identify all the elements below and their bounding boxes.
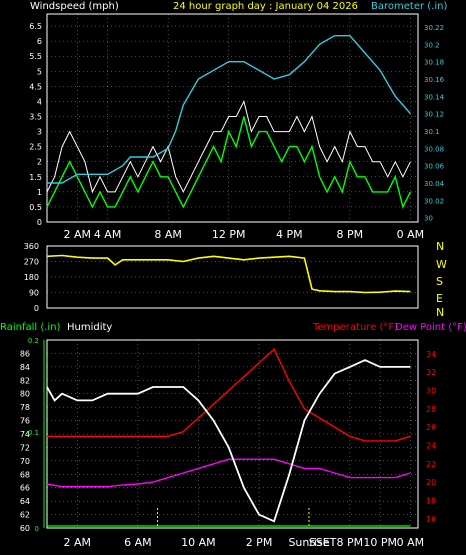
humidity-x-tick-label: 2 AM — [64, 536, 92, 549]
wind-y-tick-label: 5.5 — [29, 52, 42, 61]
humidity-x-tick-label: 8 PM — [337, 536, 364, 549]
humidity-y-tick-label: 86 — [20, 349, 30, 358]
wind-y-tick-label: 0 — [37, 218, 42, 227]
baro-y-tick-label: 30.08 — [424, 145, 444, 153]
humidity-y-tick-label: 64 — [20, 497, 30, 506]
temperature-y-tick-label: 28 — [426, 405, 436, 414]
baro-y-tick-label: 30.1 — [424, 128, 440, 136]
humidity-y-tick-label: 60 — [20, 524, 30, 533]
humidity-y-tick-label: 68 — [20, 470, 30, 479]
wind-y-tick-label: 1 — [37, 188, 42, 197]
rain-y-tick-label: 0 — [35, 525, 39, 533]
wind-x-tick-label: 8 PM — [337, 228, 364, 241]
humidity-x-tick-label: 10 PM — [363, 536, 397, 549]
humidity-x-tick-label: 0 AM — [397, 536, 425, 549]
barometer-line — [47, 35, 411, 184]
humidity-y-tick-label: 72 — [20, 443, 30, 452]
chart-title: 24 hour graph day : January 04 2026 — [173, 1, 358, 12]
wind-y-tick-label: 3.5 — [29, 112, 42, 121]
baro-y-tick-label: 30.12 — [424, 111, 444, 119]
baro-y-tick-label: 30.2 — [424, 41, 440, 49]
baro-y-tick-label: 30.16 — [424, 76, 445, 84]
direction-line — [46, 254, 411, 294]
rainfall-axis-title: Rainfall (.in) — [0, 322, 61, 333]
baro-y-tick-label: 30.04 — [424, 180, 445, 188]
direction-y-tick-label: 0 — [34, 304, 39, 313]
compass-e: E — [436, 292, 443, 305]
temperature-y-tick-label: 16 — [426, 515, 436, 524]
humidity-y-tick-label: 84 — [20, 363, 30, 372]
humidity-y-tick-label: 62 — [20, 511, 30, 520]
gust-line — [46, 116, 412, 209]
baro-y-tick-label: 30 — [424, 215, 433, 223]
direction-y-tick-label: 270 — [24, 258, 39, 267]
baro-y-tick-label: 30.14 — [424, 93, 445, 101]
compass-w: W — [436, 258, 447, 271]
humidity-line — [46, 359, 411, 523]
humidity-axis-title: Humidity — [67, 322, 112, 333]
wind-y-tick-label: 4 — [37, 97, 42, 106]
temperature-y-tick-label: 24 — [426, 441, 436, 450]
humidity-y-tick-label: 80 — [20, 390, 30, 399]
temperature-y-tick-label: 22 — [426, 460, 436, 469]
wind-y-tick-label: 2.5 — [29, 143, 42, 152]
wind-y-tick-label: 2 — [37, 158, 42, 167]
compass-s: S — [436, 275, 443, 288]
humidity-x-tick-label: 10 AM — [181, 536, 216, 549]
humidity-y-tick-label: 76 — [20, 417, 30, 426]
windspeed-axis-title: Windspeed (mph) — [30, 1, 119, 12]
rain-y-tick-label: 0.2 — [28, 337, 39, 345]
baro-y-tick-label: 30.18 — [424, 59, 444, 67]
temperature-y-tick-label: 18 — [426, 496, 436, 505]
wind-plot-frame — [46, 13, 419, 223]
wind-y-tick-label: 6.5 — [29, 22, 42, 31]
temperature-y-tick-label: 32 — [426, 368, 436, 377]
wind-x-tick-label: 0 AM — [397, 228, 425, 241]
temperature-y-tick-label: 34 — [426, 350, 436, 359]
dewpoint-axis-title: Dew Point (°F) — [395, 322, 466, 333]
wind-y-tick-label: 3 — [37, 128, 42, 137]
direction-y-tick-label: 360 — [24, 242, 39, 251]
temperature-y-tick-label: 26 — [426, 423, 436, 432]
wind-x-tick-label: 12 PM — [212, 228, 246, 241]
wind-y-tick-label: 0.5 — [29, 203, 42, 212]
temperature-y-tick-label: 30 — [426, 386, 436, 395]
humidity-x-tick-label: Sunrise — [288, 536, 329, 549]
wind-y-tick-label: 5 — [37, 67, 42, 76]
wind-x-tick-label: 4 PM — [276, 228, 303, 241]
wind-x-tick-label: 4 AM — [94, 228, 122, 241]
direction-y-tick-label: 90 — [29, 289, 39, 298]
wind-y-tick-label: 1.5 — [29, 173, 42, 182]
wind-x-tick-label: 2 AM — [64, 228, 92, 241]
humidity-x-tick-label: 2 PM — [246, 536, 273, 549]
windspeed-line — [46, 99, 411, 194]
dewpoint-line — [46, 458, 411, 488]
temperature-line — [47, 348, 411, 442]
humidity-y-tick-label: 66 — [20, 484, 30, 493]
baro-y-tick-label: 30.06 — [424, 163, 445, 171]
humidity-x-tick-label: 6 AM — [124, 536, 152, 549]
baro-y-tick-label: 30.22 — [424, 24, 444, 32]
compass-n-top: N — [436, 240, 444, 253]
humidity-y-tick-label: 70 — [20, 457, 30, 466]
barometer-axis-title: Barometer (.in) — [371, 1, 447, 12]
baro-y-tick-label: 30.02 — [424, 197, 444, 205]
humidity-y-tick-label: 82 — [20, 376, 30, 385]
wind-x-tick-label: 8 AM — [154, 228, 182, 241]
humidity-y-tick-label: 74 — [20, 430, 30, 439]
temperature-y-tick-label: 20 — [426, 478, 436, 487]
wind-y-tick-label: 4.5 — [29, 82, 42, 91]
wind-y-tick-label: 6 — [37, 37, 42, 46]
compass-n-bottom: N — [436, 306, 444, 319]
direction-y-tick-label: 180 — [24, 273, 39, 282]
humidity-x-tick-label: SSET — [309, 536, 337, 549]
rain-y-tick-label: 0.1 — [28, 429, 39, 437]
temperature-axis-title: Temperature (°F) — [312, 322, 398, 333]
humidity-y-tick-label: 78 — [20, 403, 30, 412]
plot-layer: 0 0.5 1 1.5 2 2.5 3 3.5 4 4.5 5 5.5 6 6.5 30 30.02 30.04… — [20, 13, 445, 549]
